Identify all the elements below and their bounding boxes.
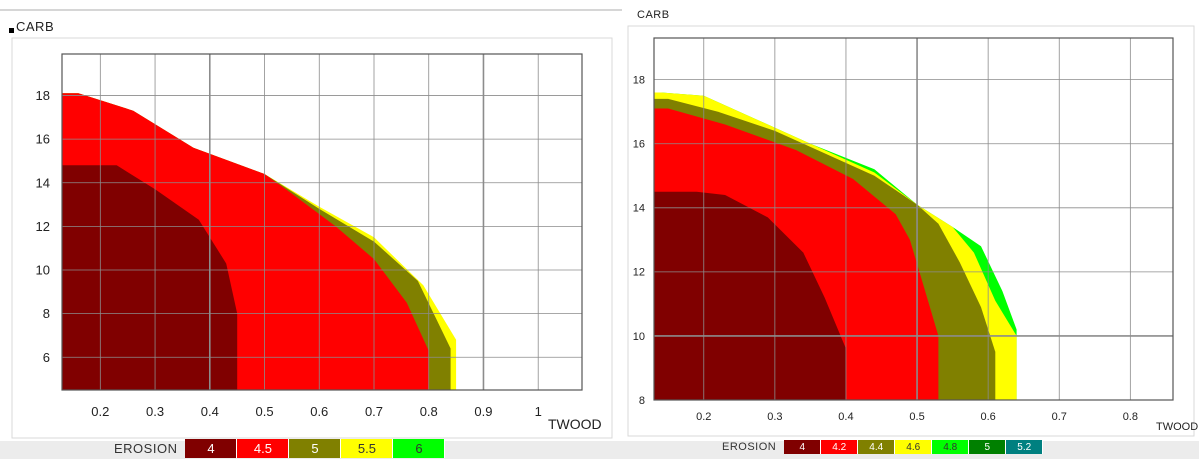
legend-swatch-5: 5 [969, 440, 1007, 454]
legend-swatch-4: 4 [784, 440, 822, 454]
y-tick-label: 18 [633, 74, 645, 86]
y-tick-label: 6 [43, 350, 50, 365]
y-tick-label: 14 [633, 203, 645, 215]
y-tick-label: 18 [36, 88, 50, 103]
chart-panel-right: CARB 0.2 0.3 0.4 0.5 0.6 0.7 0.8 8 10 12 14 16 18 TW… [622, 0, 1199, 459]
legend-swatch-4-6: 4.6 [895, 440, 933, 454]
erosion-chart-right: 0.2 0.3 0.4 0.5 0.6 0.7 0.8 8 10 12 14 16 18 [627, 25, 1195, 437]
legend: EROSION 4 4.2 4.4 4.6 4.8 5 5.2 [722, 440, 1044, 454]
y-tick-label: 10 [36, 263, 50, 278]
x-tick-label: 0.3 [146, 404, 164, 419]
y-tick-label: 8 [43, 306, 50, 321]
legend-swatch-5-5: 5.5 [341, 439, 394, 458]
legend-title: EROSION [114, 441, 178, 456]
legend-items: 4 4.5 5 5.5 6 [185, 439, 446, 458]
y-tick-label: 14 [36, 175, 50, 190]
x-axis-label: TWOOD [548, 416, 602, 432]
y-tick-label: 8 [639, 395, 645, 407]
chart-panel-left: CARB 0.2 0.3 0.4 0.5 0.6 0.7 0.8 0.9 1 6 8 10 12 14 16… [0, 9, 622, 459]
x-tick-label: 0.4 [838, 411, 853, 423]
legend-swatch-4-2: 4.2 [821, 440, 859, 454]
y-tick-label: 10 [633, 331, 645, 343]
x-tick-label: 0.8 [1123, 411, 1138, 423]
grid-lines [62, 54, 582, 390]
window-top-edge [0, 9, 622, 11]
y-axis-label: CARB [16, 19, 55, 34]
x-tick-label: 0.5 [909, 411, 924, 423]
grid-lines [654, 38, 1173, 400]
legend-swatch-4-5: 4.5 [237, 439, 290, 458]
cursor-marker [9, 28, 14, 33]
legend-title: EROSION [722, 441, 777, 453]
legend-swatch-4-8: 4.8 [932, 440, 970, 454]
x-tick-label: 0.8 [420, 404, 438, 419]
y-tick-label: 12 [36, 219, 50, 234]
plot-border [61, 53, 583, 391]
y-tick-label: 12 [633, 267, 645, 279]
legend-items: 4 4.2 4.4 4.6 4.8 5 5.2 [784, 440, 1044, 454]
erosion-area-4 [654, 191, 846, 400]
x-tick-label: 0.7 [365, 404, 383, 419]
legend: EROSION 4 4.5 5 5.5 6 [114, 439, 446, 458]
x-tick-label: 0.5 [255, 404, 273, 419]
y-tick-label: 16 [36, 132, 50, 147]
y-tick-label: 16 [633, 139, 645, 151]
x-tick-label: 0.2 [696, 411, 711, 423]
x-tick-label: 0.6 [981, 411, 996, 423]
legend-swatch-4-4: 4.4 [858, 440, 896, 454]
legend-swatch-6: 6 [393, 439, 446, 458]
x-tick-label: 0.2 [91, 404, 109, 419]
x-tick-label: 0.7 [1052, 411, 1067, 423]
x-tick-label: 0.3 [767, 411, 782, 423]
erosion-area-4 [62, 165, 238, 390]
x-tick-label: 1 [535, 404, 542, 419]
x-axis-label: TWOOD [1156, 421, 1199, 433]
y-axis-label: CARB [637, 9, 670, 21]
x-tick-label: 0.6 [310, 404, 328, 419]
legend-swatch-4: 4 [185, 439, 238, 458]
x-tick-label: 0.9 [474, 404, 492, 419]
legend-swatch-5: 5 [289, 439, 342, 458]
legend-swatch-5-2: 5.2 [1006, 440, 1044, 454]
x-tick-label: 0.4 [201, 404, 219, 419]
plot-border [653, 37, 1174, 401]
